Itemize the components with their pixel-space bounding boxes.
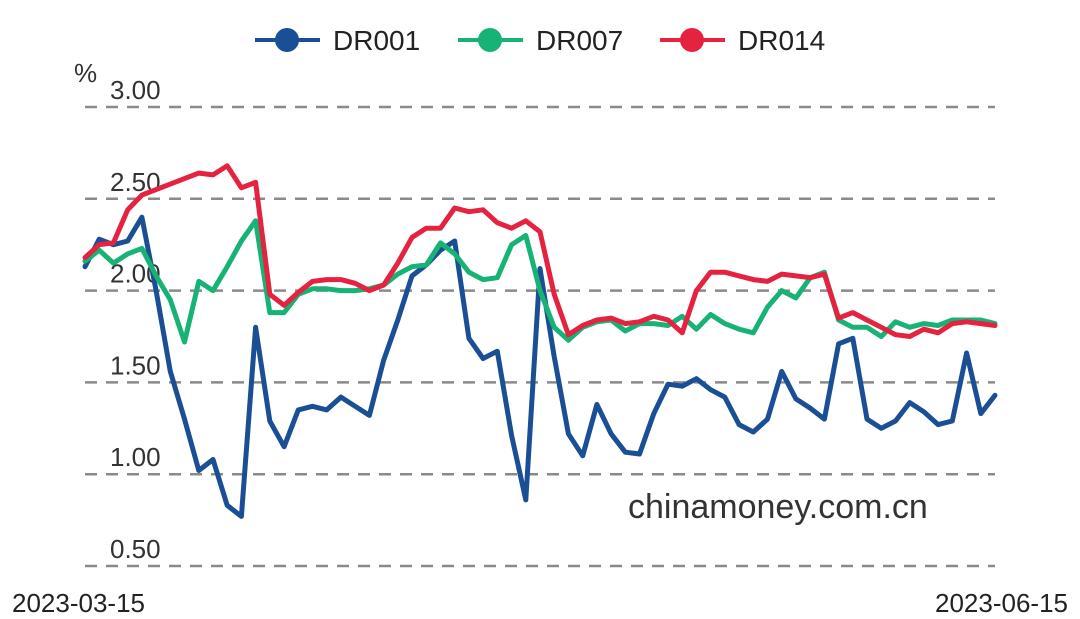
- y-unit-label: %: [74, 58, 97, 88]
- x-tick-end: 2023-06-15: [935, 588, 1068, 618]
- series-lines: [82, 163, 998, 519]
- gridlines: [85, 105, 995, 568]
- y-tick-label: 0.50: [110, 534, 161, 564]
- legend-marker-dr014: [680, 28, 704, 52]
- x-tick-start: 2023-03-15: [12, 588, 145, 618]
- series-line-dr001: [82, 214, 998, 519]
- y-tick-label: 3.00: [110, 75, 161, 105]
- watermark-text: chinamoney.com.cn: [628, 488, 928, 526]
- series-line-dr007: [82, 218, 998, 345]
- y-tick-label: 1.00: [110, 442, 161, 472]
- legend-label-dr007: DR007: [536, 25, 623, 56]
- legend-label-dr001: DR001: [333, 25, 420, 56]
- y-tick-label: 1.50: [110, 350, 161, 380]
- series-line-dr014: [82, 163, 998, 339]
- legend: DR001 DR007 DR014: [255, 25, 825, 56]
- legend-label-dr014: DR014: [738, 25, 825, 56]
- legend-marker-dr001: [275, 28, 299, 52]
- y-axis-ticks: 3.002.502.001.501.000.50: [110, 75, 161, 564]
- legend-marker-dr007: [478, 28, 502, 52]
